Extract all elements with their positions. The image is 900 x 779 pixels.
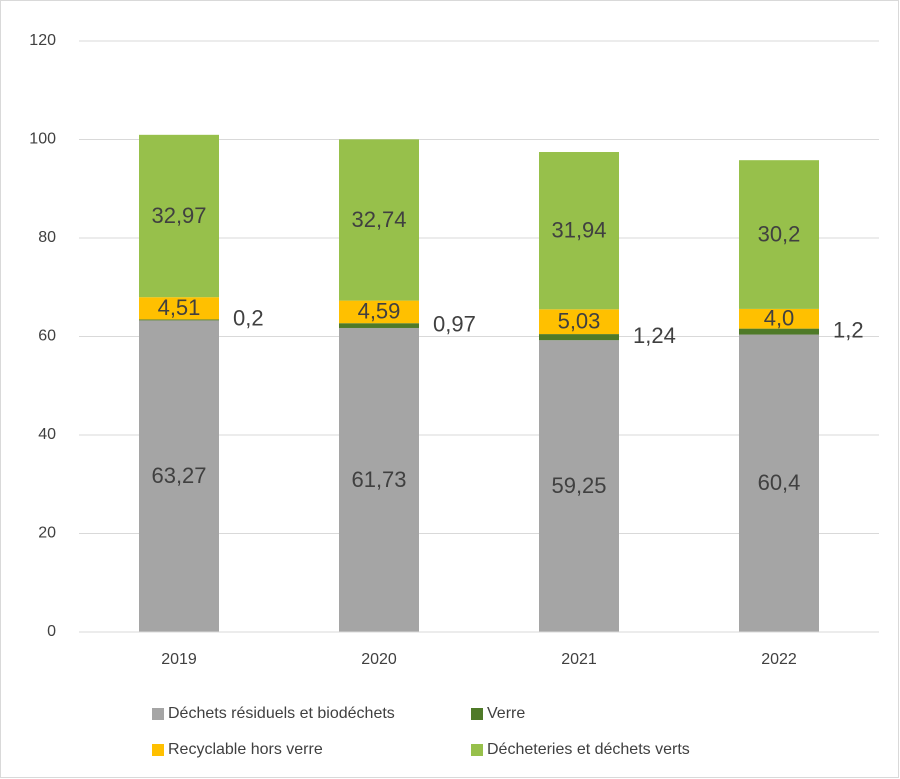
data-label: 0,2 <box>233 306 264 331</box>
bar-segment <box>539 334 619 341</box>
bar-segment <box>139 319 219 321</box>
x-tick-label: 2022 <box>761 651 797 668</box>
data-label: 30,2 <box>758 221 801 246</box>
bar-segment <box>139 320 219 632</box>
bar-segment <box>739 328 819 335</box>
bar-segment <box>339 139 419 301</box>
data-label: 60,4 <box>758 470 801 495</box>
data-label: 31,94 <box>551 217 606 242</box>
bar-segment <box>739 160 819 309</box>
bar-segment <box>739 334 819 632</box>
bar-segment <box>339 327 419 632</box>
y-tick-label: 20 <box>38 525 56 542</box>
y-tick-label: 40 <box>38 426 56 443</box>
data-label: 4,0 <box>764 306 795 331</box>
bar-segment <box>539 152 619 310</box>
bar-segment <box>339 300 419 324</box>
data-label: 1,2 <box>833 317 864 342</box>
x-tick-label: 2020 <box>361 651 397 668</box>
y-tick-label: 0 <box>47 623 56 640</box>
bar-segment <box>139 297 219 320</box>
bar-segment <box>739 308 819 329</box>
data-label: 4,59 <box>358 299 401 324</box>
legend-swatch <box>471 708 483 720</box>
legend-swatch <box>471 744 483 756</box>
data-label: 4,51 <box>158 295 201 320</box>
legend-label: Décheteries et déchets verts <box>487 741 690 758</box>
y-tick-label: 120 <box>29 32 56 49</box>
bar-segment <box>539 309 619 335</box>
y-tick-label: 100 <box>29 131 56 148</box>
data-label: 61,73 <box>351 467 406 492</box>
y-tick-label: 80 <box>38 229 56 246</box>
legend-label: Recyclable hors verre <box>168 741 323 758</box>
data-label: 32,97 <box>151 203 206 228</box>
data-label: 5,03 <box>558 309 601 334</box>
legend-swatch <box>152 744 164 756</box>
legend-label: Déchets résiduels et biodéchets <box>168 705 395 722</box>
legend-swatch <box>152 708 164 720</box>
x-tick-label: 2021 <box>561 651 597 668</box>
data-label: 63,27 <box>151 463 206 488</box>
bar-segment <box>539 340 619 632</box>
bar-segment <box>139 134 219 298</box>
bar-segment <box>339 323 419 328</box>
legend-label: Verre <box>487 705 525 722</box>
x-tick-label: 2019 <box>161 651 197 668</box>
data-label: 1,24 <box>633 323 676 348</box>
data-label: 59,25 <box>551 473 606 498</box>
y-tick-label: 60 <box>38 328 56 345</box>
data-label: 0,97 <box>433 311 476 336</box>
data-label: 32,74 <box>351 207 406 232</box>
